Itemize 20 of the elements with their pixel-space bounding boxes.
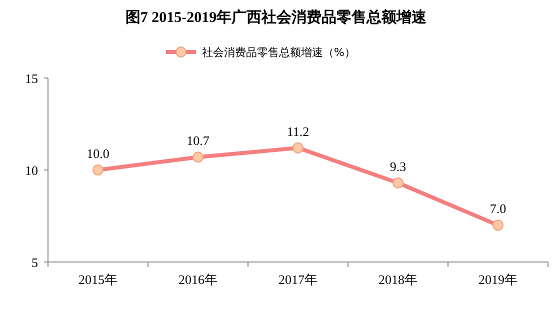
x-tick-label: 2015年 [78, 272, 118, 287]
point [392, 177, 404, 188]
y-tick-label: 5 [32, 255, 38, 270]
y-tick-label: 10 [25, 163, 38, 178]
point [92, 164, 104, 176]
legend-label: 社会消费品零售总额增速（%） [202, 46, 356, 59]
point [192, 152, 204, 163]
point [492, 220, 504, 231]
x-tick-label: 2019年 [478, 272, 518, 287]
point [292, 142, 304, 154]
y-tick-label: 15 [25, 71, 38, 86]
x-tick-label: 2016年 [178, 272, 218, 287]
data-label: 11.2 [286, 124, 310, 139]
x-tick-label: 2017年 [278, 272, 318, 287]
data-label: 10.7 [186, 133, 210, 148]
data-label: 10.0 [86, 146, 110, 161]
data-label: 7.0 [490, 201, 506, 216]
x-tick-label: 2018年 [378, 272, 418, 287]
chart-title: 图7 2015-2019年广西社会消费品零售总额增速 [125, 8, 428, 26]
data-label: 9.3 [390, 158, 406, 174]
